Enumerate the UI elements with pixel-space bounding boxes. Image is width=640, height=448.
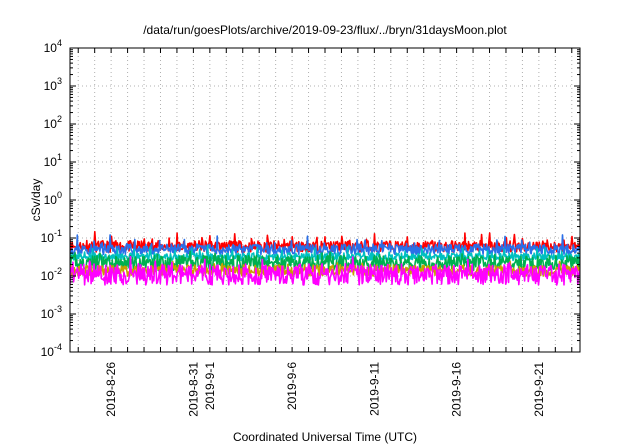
- y-tick-label: 101: [44, 152, 62, 169]
- y-tick-labels: 10-4 10-3 10-2 10-1 100 101 102 103 104: [41, 38, 62, 359]
- grid: [70, 48, 580, 352]
- y-tick-label: 10-4: [41, 342, 62, 359]
- x-tick-label: 2019-9-1: [203, 362, 217, 410]
- y-tick-label: 10-2: [41, 266, 62, 283]
- y-tick-label: 103: [44, 76, 62, 93]
- x-tick-label: 2019-8-31: [186, 362, 200, 417]
- y-tick-label: 100: [44, 190, 62, 207]
- x-tick-label: 2019-9-11: [367, 362, 381, 416]
- y-tick-label: 10-3: [41, 304, 62, 321]
- x-tick-labels: 2019-8-26 2019-8-31 2019-9-1 2019-9-6 2019-9…: [104, 362, 546, 417]
- series-line: [70, 234, 580, 256]
- y-tick-label: 10-1: [41, 228, 62, 245]
- x-tick-label: 2019-9-6: [285, 362, 299, 410]
- series-layer: [70, 230, 580, 286]
- x-tick-label: 2019-9-21: [532, 362, 546, 417]
- chart-title: /data/run/goesPlots/archive/2019-09-23/f…: [143, 23, 507, 37]
- series-line: [70, 255, 580, 286]
- x-axis-label: Coordinated Universal Time (UTC): [233, 430, 417, 444]
- ticks: [70, 47, 580, 353]
- x-tick-label: 2019-9-16: [450, 362, 464, 417]
- y-tick-label: 102: [44, 114, 62, 131]
- y-axis-label: cSv/day: [29, 179, 43, 222]
- y-tick-label: 104: [44, 38, 62, 55]
- x-tick-label: 2019-8-26: [104, 362, 118, 417]
